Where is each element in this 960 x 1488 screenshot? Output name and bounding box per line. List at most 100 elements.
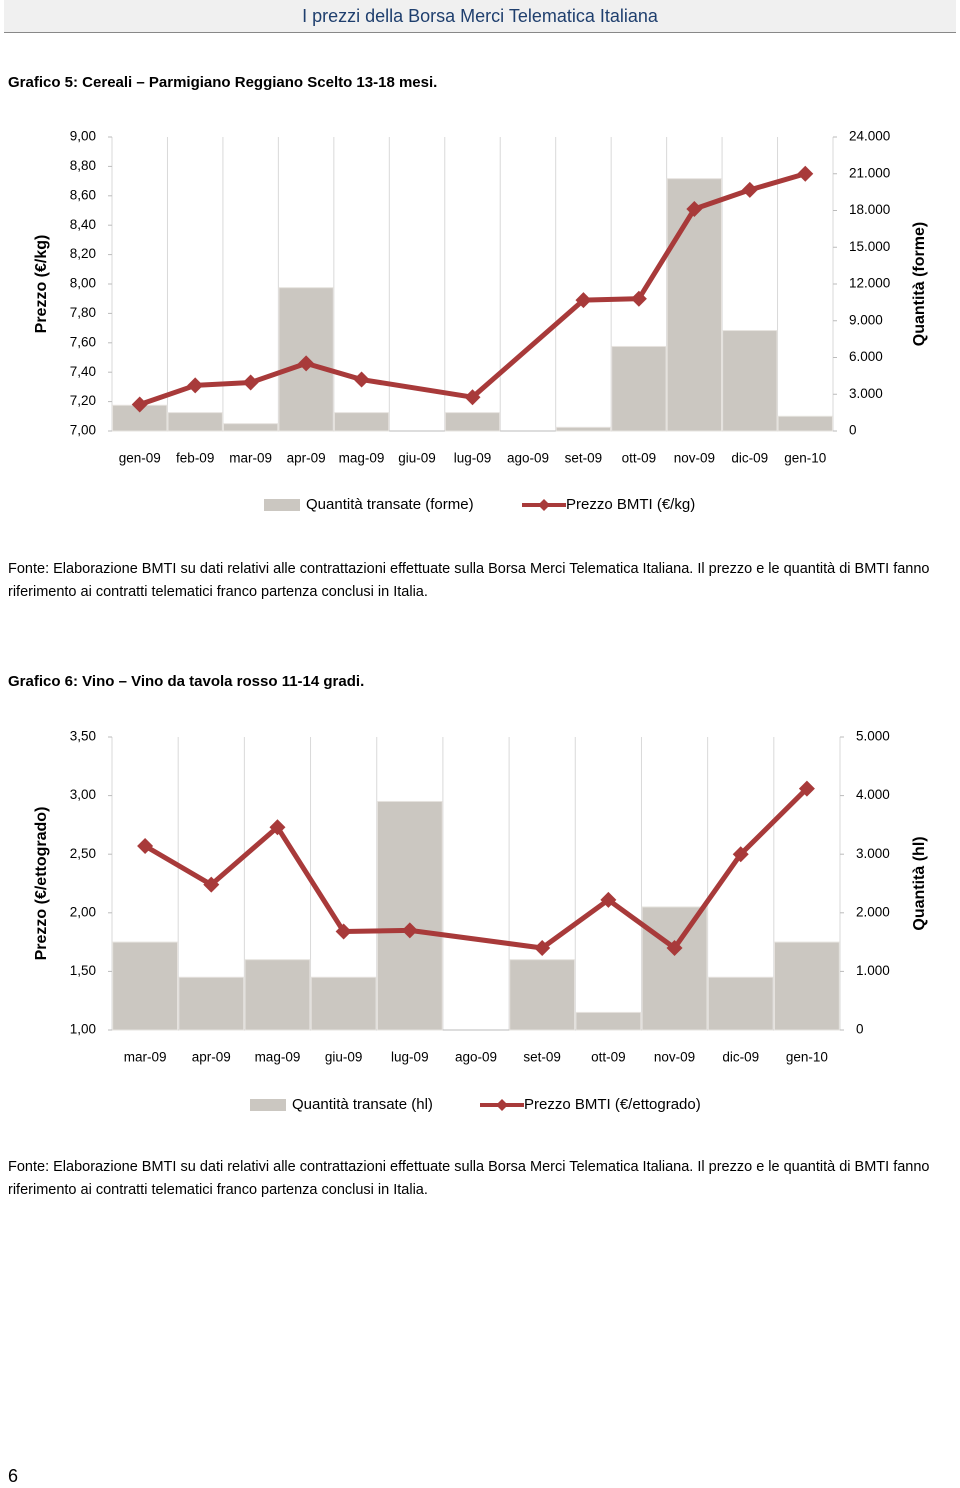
line-segment [407,927,545,951]
bar [376,800,443,1031]
x-tick-label: set-09 [523,1050,561,1065]
bar [666,178,723,432]
y2-tick-label: 3.000 [856,846,890,861]
y-tick-label: 7,40 [70,364,96,379]
marker [298,355,315,372]
y2-tick-label: 0 [856,1022,864,1037]
line-segment [691,187,753,212]
x-tick-label: feb-09 [176,451,214,466]
y-tick-label: 8,00 [70,276,96,291]
x-tick-label: gen-10 [784,451,826,466]
x-tick-label: dic-09 [731,451,768,466]
line-segment [738,786,810,857]
marker [600,891,617,908]
source-note: Fonte: Elaborazione BMTI su dati relativ… [8,561,930,600]
x-tick-label: mag-09 [339,451,385,466]
bar [707,976,774,1031]
y2-axis-title: Quantità (forme) [911,222,928,346]
marker [464,389,481,406]
bar [509,959,576,1031]
line-segment [248,360,309,385]
x-tick-label: set-09 [565,451,603,466]
x-tick-label: apr-09 [192,1050,231,1065]
line-segment [539,897,611,951]
marker [666,939,683,956]
marker [732,846,749,863]
y2-tick-label: 21.000 [849,165,890,180]
y-tick-label: 2,50 [70,846,96,861]
x-tick-label: ago-09 [455,1050,497,1065]
bar [773,941,840,1031]
x-tick-label: apr-09 [287,451,326,466]
x-tick-label: gen-10 [786,1050,828,1065]
bar [641,906,708,1031]
legend-swatch [538,499,550,511]
y2-tick-label: 5.000 [856,729,890,744]
line-segment [208,824,280,888]
y2-tick-label: 15.000 [849,239,890,254]
source-note: Fonte: Elaborazione BMTI su dati relativ… [8,1159,930,1198]
bar [722,330,778,432]
marker [335,923,352,940]
x-tick-label: lug-09 [454,451,492,466]
x-tick-label: ott-09 [622,451,657,466]
marker [131,396,148,413]
x-tick-label: lug-09 [391,1050,429,1065]
line-segment [359,377,475,400]
y-axis-title: Prezzo (€/ettogrado) [33,807,50,961]
y2-tick-label: 2.000 [856,904,890,919]
y2-tick-label: 3.000 [849,386,883,401]
y2-tick-label: 1.000 [856,963,890,978]
bar [444,412,501,432]
bar [112,941,179,1031]
y2-tick-label: 0 [849,423,857,438]
marker [187,377,204,394]
y-tick-label: 8,80 [70,158,96,173]
x-tick-label: mag-09 [255,1050,301,1065]
y2-tick-label: 24.000 [849,129,890,144]
line-segment [274,824,347,935]
bar [178,976,245,1031]
marker [741,181,758,198]
x-tick-label: mar-09 [124,1050,167,1065]
marker [686,201,703,218]
y-tick-label: 8,60 [70,187,96,202]
y2-tick-label: 18.000 [849,202,890,217]
legend-label: Prezzo BMTI (€/ettogrado) [524,1096,701,1113]
marker [797,165,814,182]
y-tick-label: 2,00 [70,904,96,919]
y2-axis-title: Quantità (hl) [911,836,928,930]
bar [777,415,833,432]
y-tick-label: 9,00 [70,129,96,144]
line-segment [747,171,808,193]
marker [630,290,647,307]
y-tick-label: 3,50 [70,729,96,744]
marker [798,780,815,797]
marker [242,374,259,391]
bar [575,1011,642,1031]
y-tick-label: 7,80 [70,305,96,320]
legend-swatch [264,499,300,511]
y-tick-label: 1,00 [70,1022,96,1037]
y-tick-label: 7,20 [70,393,96,408]
y2-tick-label: 9.000 [849,312,883,327]
line-segment [192,379,254,388]
bar [244,959,311,1031]
marker [401,922,418,939]
y2-tick-label: 6.000 [849,349,883,364]
legend-swatch [496,1099,508,1111]
x-tick-label: nov-09 [654,1050,695,1065]
y-axis-title: Prezzo (€/kg) [33,235,50,334]
marker [203,876,220,893]
line-segment [303,360,365,383]
x-tick-label: giu-09 [398,451,436,466]
y-tick-label: 3,00 [70,787,96,802]
marker [534,939,551,956]
marker [575,292,592,309]
line-segment [341,927,413,935]
y2-tick-label: 4.000 [856,787,890,802]
x-tick-label: mar-09 [229,451,272,466]
legend-swatch [250,1099,286,1111]
line-segment [605,897,678,951]
